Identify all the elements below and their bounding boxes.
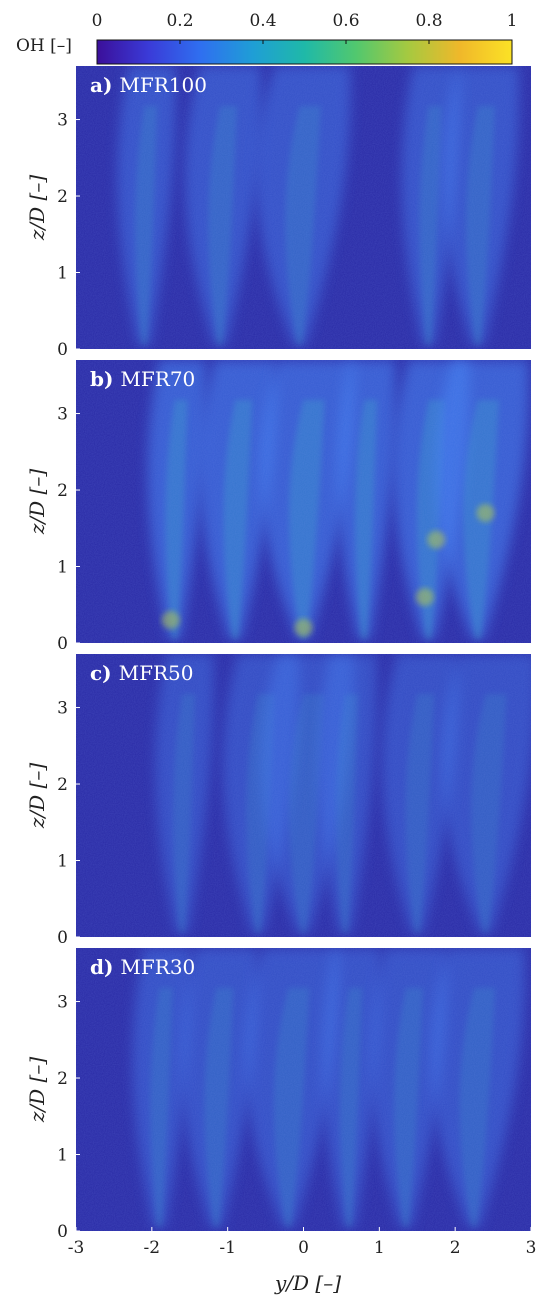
x-tick-label: -2 bbox=[144, 1238, 161, 1258]
y-tick-label: 1 bbox=[57, 1146, 68, 1166]
panel-a: a) MFR100 3 2 1 0 z/D [–] bbox=[25, 66, 531, 360]
plume-group bbox=[76, 654, 531, 937]
panel-c: c) MFR50 3 2 1 0 z/D [–] bbox=[25, 654, 531, 948]
y-axis-label: z/D [–] bbox=[25, 763, 49, 829]
colorbar-label: OH [–] bbox=[16, 36, 72, 56]
colorbar-tick-label: 1 bbox=[507, 11, 518, 31]
panel-texture bbox=[76, 360, 531, 643]
plume-group bbox=[76, 360, 531, 643]
x-tick-label: -1 bbox=[219, 1238, 236, 1258]
y-tick-label: 1 bbox=[57, 264, 68, 284]
panel-name: MFR30 bbox=[120, 955, 195, 979]
y-tick-label: 2 bbox=[57, 187, 68, 207]
x-tick-label: 2 bbox=[450, 1238, 461, 1258]
y-tick-label: 0 bbox=[57, 1222, 68, 1242]
panel-letter: a) bbox=[90, 73, 119, 97]
x-tick-label: 0 bbox=[298, 1238, 309, 1258]
y-tick-label: 1 bbox=[57, 852, 68, 872]
x-tick-label: -3 bbox=[68, 1238, 85, 1258]
y-tick-label: 0 bbox=[57, 928, 68, 948]
panel-texture bbox=[76, 66, 531, 349]
panel-b: b) MFR70 3 2 1 0 z/D [–] bbox=[25, 360, 531, 654]
y-tick-label: 1 bbox=[57, 558, 68, 578]
colorbar-bar bbox=[96, 39, 513, 65]
panel-name: MFR70 bbox=[120, 367, 195, 391]
y-axis-label: z/D [–] bbox=[25, 175, 49, 241]
colorbar: OH [–] 0 0.2 0.4 0.6 0.8 1 bbox=[16, 11, 518, 65]
panel-letter: d) bbox=[90, 955, 120, 979]
panel-label: b) MFR70 bbox=[90, 367, 195, 391]
panel-label: d) MFR30 bbox=[90, 955, 195, 979]
panel-texture bbox=[76, 654, 531, 937]
panel-name: MFR50 bbox=[119, 661, 194, 685]
colorbar-tick-label: 0 bbox=[92, 11, 103, 31]
colorbar-tick-label: 0.8 bbox=[415, 11, 442, 31]
x-tick-label: 3 bbox=[526, 1238, 536, 1258]
panel-label: a) MFR100 bbox=[90, 73, 207, 97]
panel-d: d) MFR30 3 2 1 0 z/D [–] bbox=[25, 948, 531, 1242]
panel-letter: b) bbox=[90, 367, 120, 391]
y-tick-label: 0 bbox=[57, 634, 68, 654]
colorbar-tick-label: 0.2 bbox=[166, 11, 193, 31]
panel-name: MFR100 bbox=[119, 73, 207, 97]
y-tick-label: 3 bbox=[57, 993, 68, 1013]
colorbar-ticks: 0 0.2 0.4 0.6 0.8 1 bbox=[92, 11, 518, 44]
panel-texture bbox=[76, 948, 531, 1231]
plume-group bbox=[76, 948, 531, 1231]
y-tick-label: 2 bbox=[57, 775, 68, 795]
y-tick-label: 3 bbox=[57, 405, 68, 425]
x-tick-label: 1 bbox=[374, 1238, 385, 1258]
y-tick-label: 2 bbox=[57, 1069, 68, 1089]
y-tick-label: 3 bbox=[57, 111, 68, 131]
colorbar-tick-label: 0.6 bbox=[332, 11, 359, 31]
panel-letter: c) bbox=[90, 661, 119, 685]
y-axis-label: z/D [–] bbox=[25, 1057, 49, 1123]
y-tick-label: 2 bbox=[57, 481, 68, 501]
y-tick-label: 3 bbox=[57, 699, 68, 719]
y-tick-label: 0 bbox=[57, 340, 68, 360]
x-axis-label: y/D [–] bbox=[274, 1271, 341, 1295]
y-axis-label: z/D [–] bbox=[25, 469, 49, 535]
x-axis-ticks: -3 -2 -1 0 1 2 3 bbox=[68, 1227, 536, 1258]
panel-label: c) MFR50 bbox=[90, 661, 193, 685]
plume-group bbox=[76, 66, 531, 349]
colorbar-tick-label: 0.4 bbox=[249, 11, 276, 31]
